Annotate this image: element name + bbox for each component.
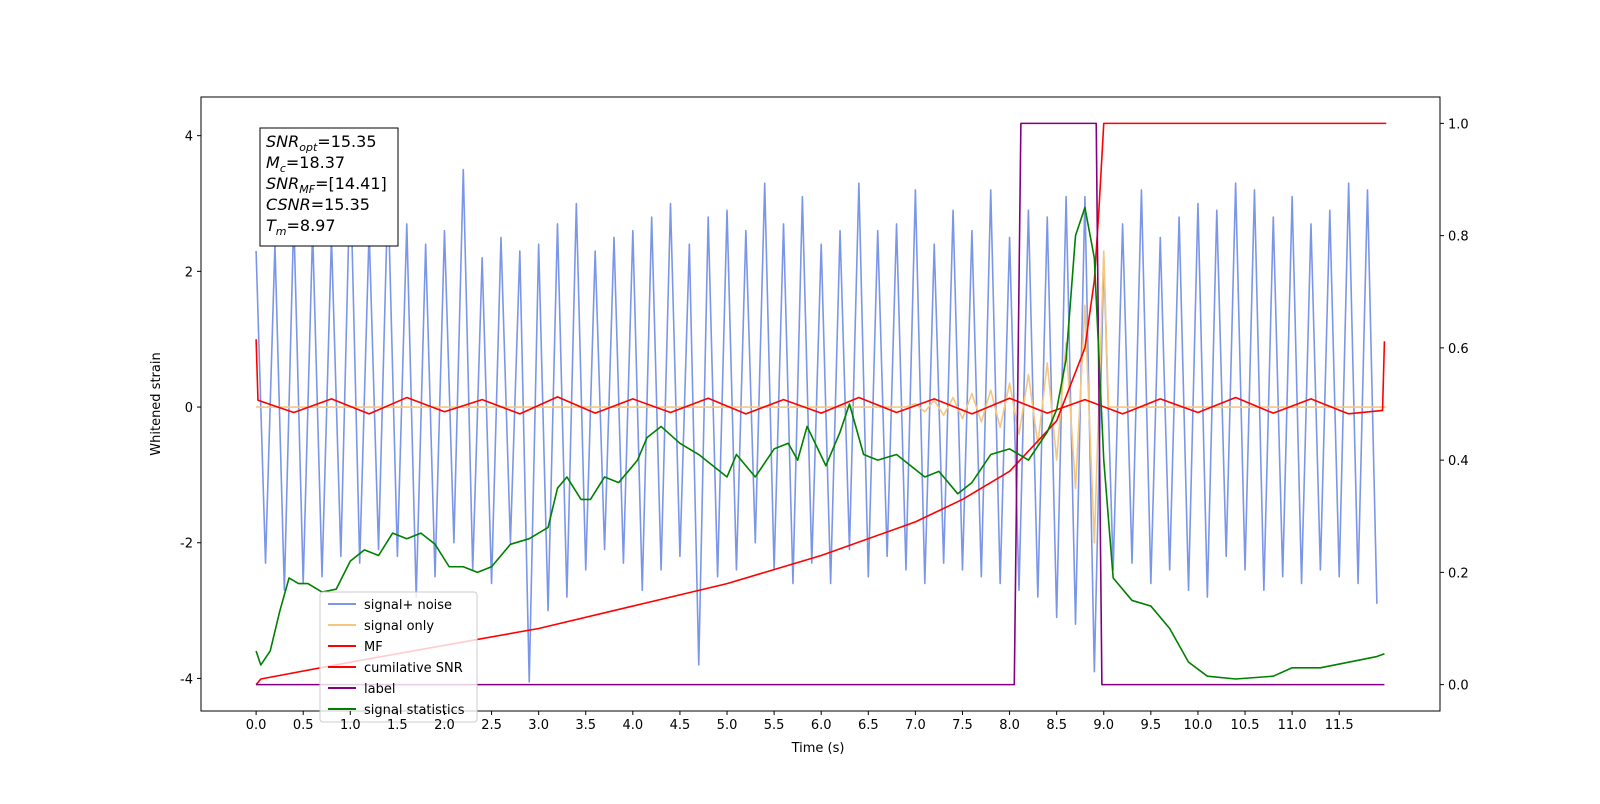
legend-label: signal statistics bbox=[364, 703, 465, 718]
y-tick-label: 4 bbox=[185, 130, 193, 145]
legend-label: MF bbox=[364, 640, 383, 655]
x-tick-label: 4.0 bbox=[622, 718, 643, 733]
annotation-symbol: SNR bbox=[266, 174, 299, 193]
y2-tick-label: 0.2 bbox=[1448, 566, 1469, 581]
y-axis-label: Whitened strain bbox=[149, 352, 164, 455]
axes-frame bbox=[200, 96, 1441, 712]
legend-label: signal+ noise bbox=[364, 598, 452, 613]
annotation-subscript: MF bbox=[299, 183, 315, 196]
x-tick-label: 2.0 bbox=[434, 718, 455, 733]
annotation-symbol: M bbox=[266, 153, 280, 172]
x-tick-label: 7.0 bbox=[905, 718, 926, 733]
annotation-subscript: opt bbox=[299, 141, 318, 154]
x-tick-label: 0.5 bbox=[293, 718, 314, 733]
legend-label: signal only bbox=[364, 619, 434, 634]
x-axis-label: Time (s) bbox=[791, 741, 845, 756]
x-tick-label: 6.5 bbox=[858, 718, 879, 733]
x-tick-label: 11.5 bbox=[1325, 718, 1354, 733]
annotation-symbol: T bbox=[266, 216, 277, 235]
legend: signal+ noise signal only MF cumilative SNR… bbox=[319, 591, 478, 723]
y2-tick-label: 1.0 bbox=[1448, 117, 1469, 132]
annotation-value: =15.35 bbox=[311, 195, 370, 214]
x-tick-label: 8.5 bbox=[1046, 718, 1067, 733]
series-line bbox=[255, 168, 1378, 683]
legend-frame bbox=[319, 591, 478, 723]
legend-label: label bbox=[364, 682, 395, 697]
annotation-subscript: c bbox=[280, 162, 286, 175]
y-tick-label: 0 bbox=[185, 401, 193, 416]
x-tick-label: 3.0 bbox=[528, 718, 549, 733]
x-tick-label: 10.0 bbox=[1183, 718, 1212, 733]
series-line bbox=[256, 250, 1387, 544]
y-tick-label: -4 bbox=[180, 672, 193, 687]
annotation-frame bbox=[259, 127, 399, 247]
x-tick-label: 4.5 bbox=[670, 718, 691, 733]
annotation-value: =8.97 bbox=[287, 216, 336, 235]
x-tick-label: 11.0 bbox=[1278, 718, 1307, 733]
y2-tick-label: 0.4 bbox=[1448, 454, 1469, 469]
annotation-subscript: m bbox=[276, 225, 287, 238]
annotation-value: =18.37 bbox=[286, 153, 345, 172]
series-line bbox=[255, 206, 1385, 680]
annotation-box: SNRopt=15.35Mc=18.37SNRMF=[14.41]CSNR=15… bbox=[259, 127, 399, 247]
x-tick-label: 7.5 bbox=[952, 718, 973, 733]
x-tick-label: 10.5 bbox=[1231, 718, 1260, 733]
x-tick-label: 1.5 bbox=[387, 718, 408, 733]
series-line bbox=[255, 339, 1386, 415]
x-tick-label: 9.5 bbox=[1141, 718, 1162, 733]
annotation-line: CSNR=15.35 bbox=[266, 195, 370, 214]
x-tick-label: 9.0 bbox=[1093, 718, 1114, 733]
series-line bbox=[256, 122, 1385, 686]
annotation-symbol: SNR bbox=[266, 132, 299, 151]
y2-tick-label: 0.6 bbox=[1448, 342, 1469, 357]
x-tick-label: 3.5 bbox=[575, 718, 596, 733]
y-tick-label: -2 bbox=[180, 537, 193, 552]
annotation-line: Mc=18.37 bbox=[266, 153, 345, 175]
annotation-line: Tm=8.97 bbox=[266, 216, 336, 238]
x-tick-label: 1.0 bbox=[340, 718, 361, 733]
y2-tick-label: 0.8 bbox=[1448, 230, 1469, 245]
x-tick-label: 5.0 bbox=[717, 718, 738, 733]
y2-tick-label: 0.0 bbox=[1448, 679, 1469, 694]
annotation-symbol: CSNR bbox=[266, 195, 311, 214]
x-tick-label: 2.5 bbox=[481, 718, 502, 733]
annotation-value: =[14.41] bbox=[315, 174, 387, 193]
annotation-line: SNRopt=15.35 bbox=[266, 132, 377, 154]
y-tick-label: 2 bbox=[185, 265, 193, 280]
x-tick-label: 8.0 bbox=[999, 718, 1020, 733]
legend-label: cumilative SNR bbox=[364, 661, 463, 676]
annotation-value: =15.35 bbox=[317, 132, 376, 151]
x-tick-label: 0.0 bbox=[246, 718, 267, 733]
annotation-line: SNRMF=[14.41] bbox=[266, 174, 387, 196]
x-tick-label: 6.0 bbox=[811, 718, 832, 733]
x-tick-label: 5.5 bbox=[764, 718, 785, 733]
